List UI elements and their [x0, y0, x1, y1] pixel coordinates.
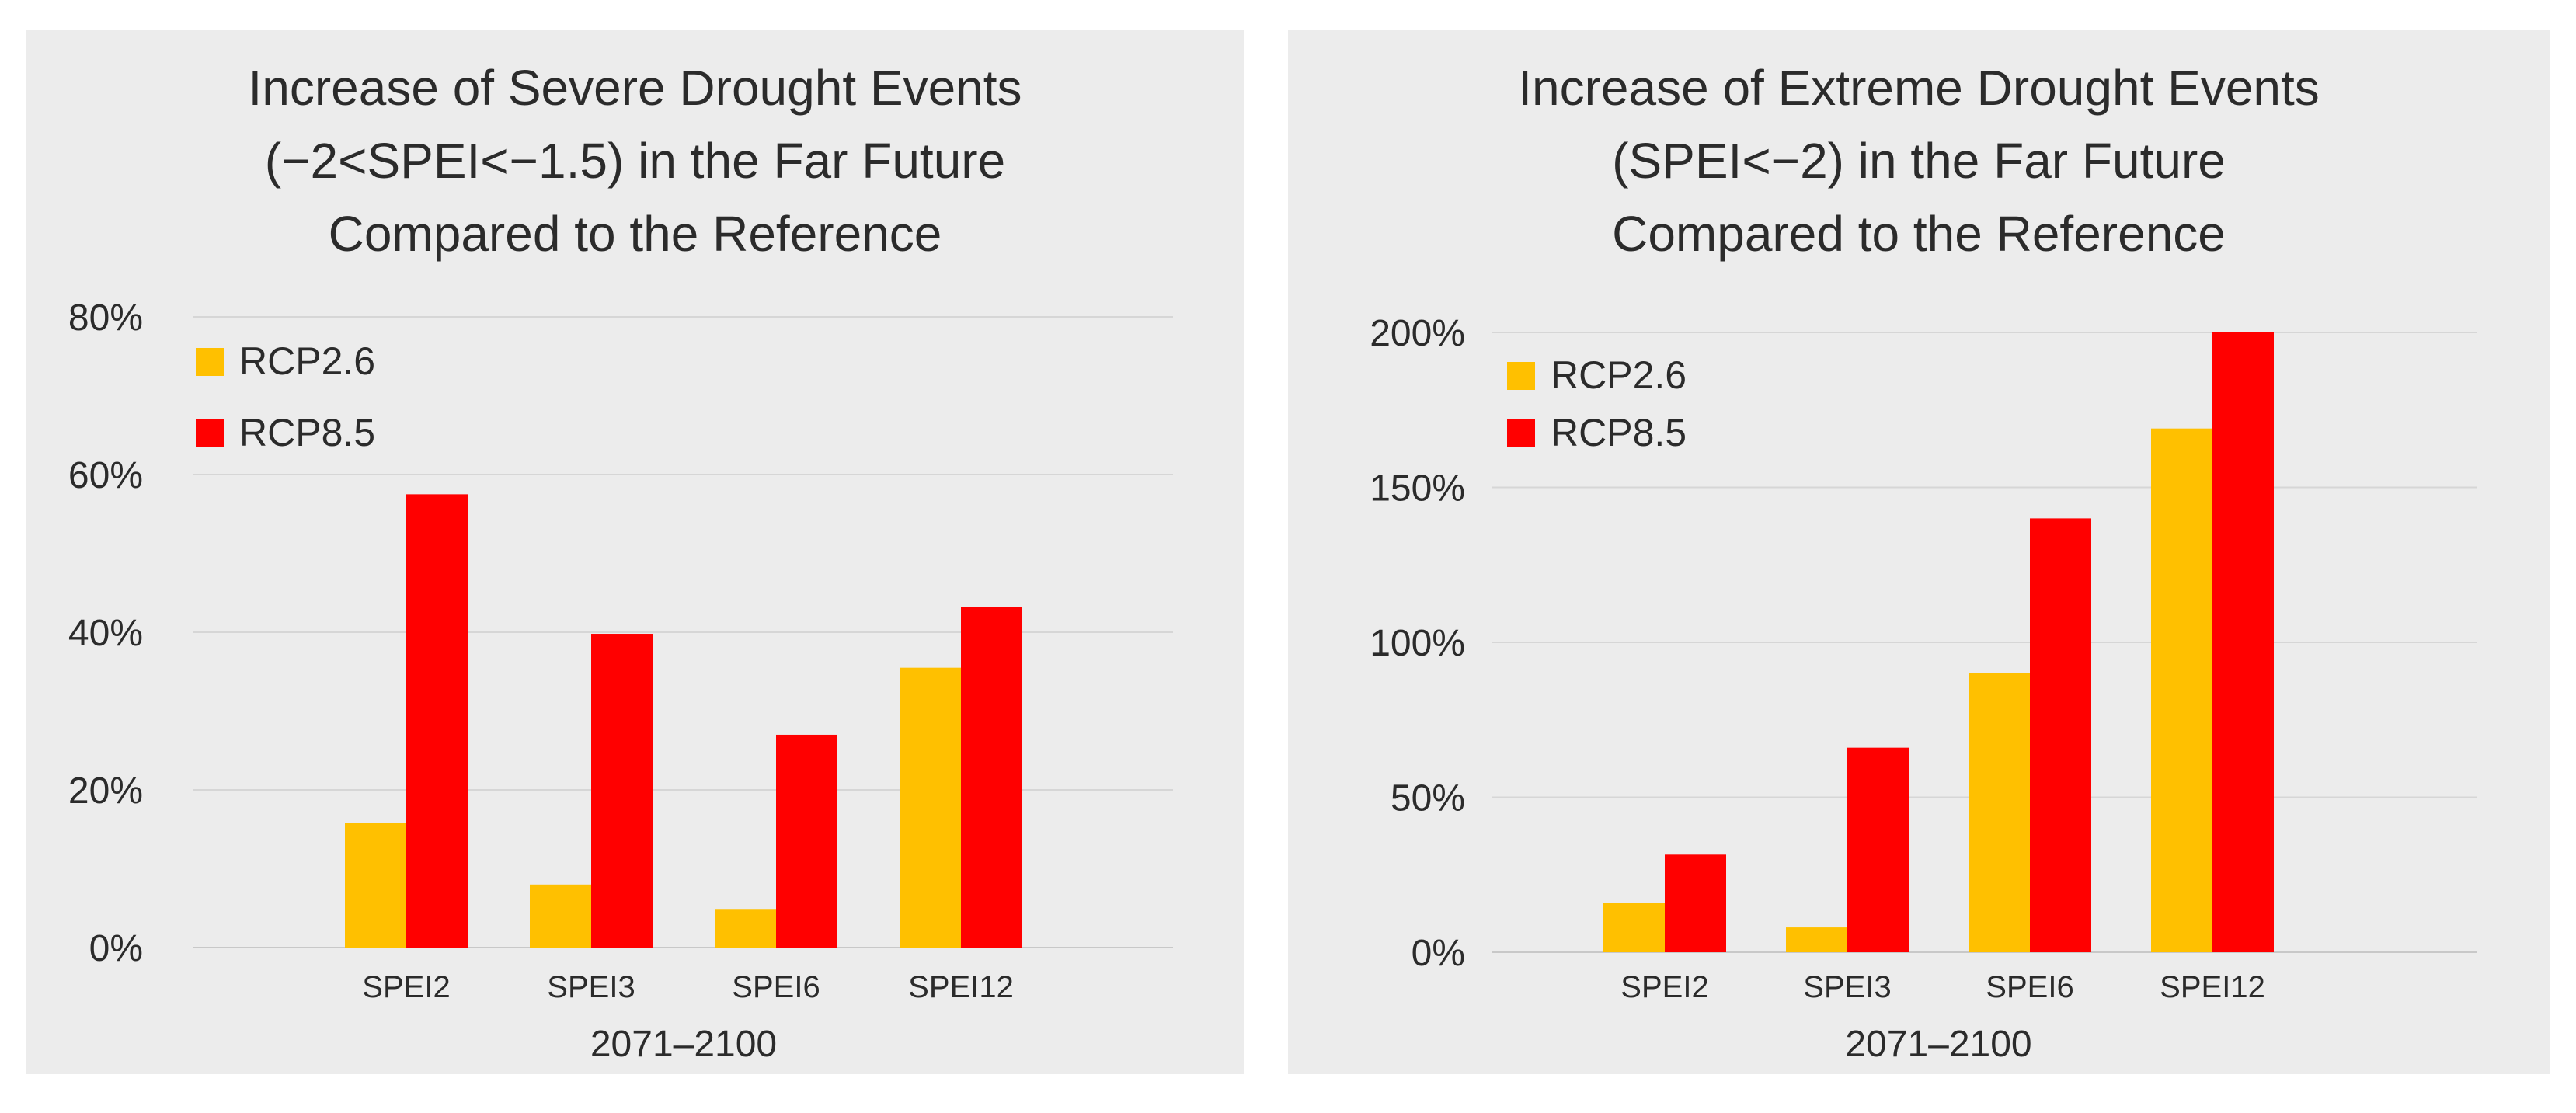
x-tick-label: SPEI6 — [732, 970, 820, 1004]
x-axis-label: 2071–2100 — [1845, 1024, 2031, 1065]
y-tick-label: 100% — [1370, 623, 1465, 664]
bar-rcp85-spei6 — [2030, 518, 2091, 952]
bar-rcp26-spei2 — [1603, 903, 1665, 952]
legend-swatch — [196, 419, 224, 447]
legend-swatch — [1507, 419, 1535, 447]
x-tick-label: SPEI6 — [1986, 970, 2073, 1004]
severe-drought-chart: 0% 20% 40% 60% 80% SPEI2 SPEI3 SPEI6 SPEI12 2071–… — [68, 297, 1173, 1065]
bar-rcp26-spei3 — [1786, 927, 1847, 952]
x-tick-label: SPEI2 — [362, 970, 450, 1004]
y-tick-label: 20% — [68, 770, 143, 812]
bar-rcp85-spei6 — [776, 734, 837, 948]
bar-rcp85-spei2 — [406, 494, 468, 948]
legend-label: RCP8.5 — [1551, 411, 1687, 454]
chart-title-line-3: Compared to the Reference — [1612, 206, 2226, 262]
y-tick-label: 200% — [1370, 313, 1465, 354]
x-tick-label: SPEI3 — [1803, 970, 1891, 1004]
y-tick-label: 150% — [1370, 468, 1465, 510]
bar-rcp85-spei12 — [2212, 332, 2274, 952]
legend-swatch — [196, 348, 224, 376]
legend-label: RCP8.5 — [239, 411, 375, 454]
y-tick-label: 80% — [68, 297, 143, 339]
chart-title-line-3: Compared to the Reference — [328, 206, 942, 262]
bar-rcp85-spei2 — [1665, 854, 1726, 952]
bar-rcp26-spei12 — [900, 667, 961, 948]
legend-label: RCP2.6 — [1551, 353, 1687, 397]
extreme-drought-chart: 0% 50% 100% 150% 200% SPEI2 SPEI3 SPEI6 SPEI12 20… — [1370, 313, 2477, 1065]
bar-rcp85-spei3 — [591, 634, 653, 948]
chart-title-line-2: (−2<SPEI<−1.5) in the Far Future — [264, 133, 1006, 189]
y-tick-label: 0% — [89, 928, 143, 969]
bar-rcp26-spei6 — [1969, 673, 2030, 952]
bar-rcp85-spei12 — [961, 607, 1022, 948]
chart-title: Increase of Extreme Drought Events (SPEI… — [1288, 51, 2550, 270]
x-axis-label: 2071–2100 — [590, 1024, 777, 1065]
bar-rcp85-spei3 — [1847, 747, 1909, 952]
x-tick-label: SPEI12 — [908, 970, 1014, 1004]
bar-rcp26-spei6 — [715, 909, 776, 948]
chart-panel-severe: Increase of Severe Drought Events (−2<SP… — [26, 30, 1244, 1074]
x-tick-label: SPEI3 — [547, 970, 635, 1004]
bar-rcp26-spei3 — [530, 884, 591, 948]
y-tick-label: 0% — [1412, 933, 1465, 974]
bar-rcp26-spei12 — [2151, 428, 2212, 952]
chart-panel-extreme: Increase of Extreme Drought Events (SPEI… — [1288, 30, 2550, 1074]
y-tick-label: 60% — [68, 455, 143, 496]
x-tick-label: SPEI12 — [2160, 970, 2265, 1004]
legend-swatch — [1507, 362, 1535, 390]
y-tick-label: 50% — [1391, 778, 1465, 819]
chart-title-line-1: Increase of Severe Drought Events — [248, 60, 1022, 116]
bar-rcp26-spei2 — [345, 823, 406, 948]
chart-title: Increase of Severe Drought Events (−2<SP… — [26, 51, 1244, 270]
chart-title-line-1: Increase of Extreme Drought Events — [1518, 60, 2320, 116]
chart-title-line-2: (SPEI<−2) in the Far Future — [1612, 133, 2226, 189]
x-tick-label: SPEI2 — [1620, 970, 1708, 1004]
y-tick-label: 40% — [68, 613, 143, 654]
legend-label: RCP2.6 — [239, 339, 375, 383]
